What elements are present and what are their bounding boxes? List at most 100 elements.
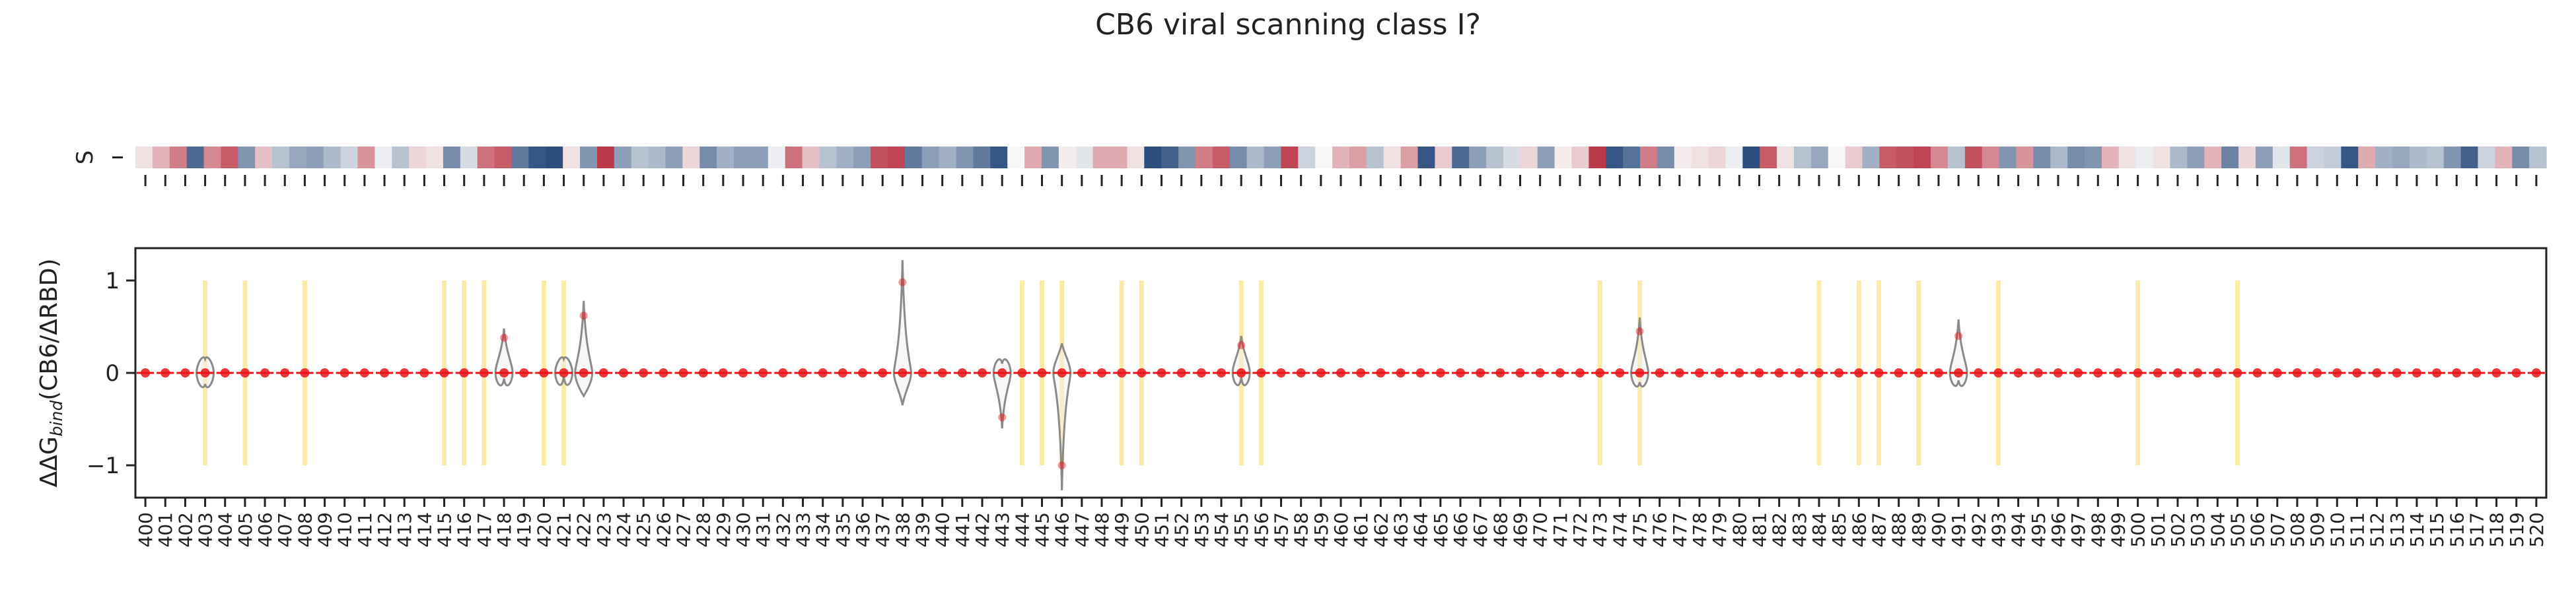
x-tick-label: 402: [174, 512, 196, 547]
heatmap-cell: [2135, 147, 2154, 168]
data-point: [2153, 368, 2163, 378]
data-point: [978, 368, 987, 378]
heatmap-y-axis: S: [72, 150, 123, 164]
data-point: [1356, 368, 1366, 378]
y-axis: 1 0 −1: [87, 268, 135, 479]
data-point: [240, 368, 250, 378]
data-point: [1974, 368, 1984, 378]
heatmap-cell: [1127, 147, 1145, 168]
x-tick-label: 483: [1789, 512, 1810, 547]
data-point: [698, 368, 708, 378]
x-tick-label: 429: [713, 512, 734, 547]
x-tick-label: 478: [1689, 512, 1711, 547]
x-tick-label: 516: [2446, 512, 2468, 547]
x-tick-label: 411: [354, 512, 376, 547]
heatmap-cell: [186, 147, 205, 168]
heatmap-cell: [904, 147, 923, 168]
y-label-sub: bind: [47, 401, 66, 437]
data-point: [2113, 368, 2123, 378]
x-tick-label: 435: [832, 512, 854, 547]
data-point: [2312, 368, 2322, 378]
data-point: [1694, 368, 1704, 378]
data-point: [1954, 368, 1964, 378]
data-point: [1037, 368, 1047, 378]
x-tick-label: 443: [991, 512, 1013, 547]
heatmap-cell: [699, 147, 717, 168]
data-point: [2233, 368, 2242, 378]
heatmap-cell: [1845, 147, 1863, 168]
heatmap-cell: [2118, 147, 2137, 168]
x-tick-label: 474: [1609, 512, 1631, 547]
data-points: [137, 278, 2545, 469]
x-tick-label: 512: [2367, 512, 2388, 547]
data-point: [220, 368, 230, 378]
heatmap-cell: [1366, 147, 1384, 168]
data-point: [1993, 368, 2003, 378]
data-point: [957, 368, 967, 378]
data-point: [878, 368, 888, 378]
data-point: [1376, 368, 1386, 378]
data-point: [1137, 368, 1147, 378]
data-point: [2073, 368, 2083, 378]
data-point: [1057, 368, 1067, 378]
heatmap-cell: [546, 147, 563, 168]
x-tick-label: 440: [932, 512, 954, 547]
data-point: [1077, 368, 1087, 378]
x-tick-label: 488: [1888, 512, 1910, 547]
data-point: [2511, 368, 2521, 378]
x-tick-label: 482: [1769, 512, 1791, 547]
heatmap-cell: [2460, 147, 2479, 168]
heatmap-cell: [665, 147, 683, 168]
x-tick-label: 518: [2486, 512, 2508, 547]
heatmap-cell: [2101, 147, 2120, 168]
data-point: [1296, 368, 1306, 378]
data-point: [838, 368, 847, 378]
outlier-point: [1237, 341, 1246, 349]
heatmap-cell: [2307, 147, 2325, 168]
outlier-point: [1954, 332, 1963, 340]
heatmap-cell: [1246, 147, 1265, 168]
data-point: [1196, 368, 1206, 378]
heatmap-cell: [1947, 147, 1966, 168]
violin-438: [892, 260, 912, 406]
x-tick-label: 520: [2526, 512, 2548, 547]
x-tick-label: 408: [294, 512, 316, 547]
data-point: [1774, 368, 1784, 378]
x-tick-label: 503: [2187, 512, 2209, 547]
heatmap-cell: [1793, 147, 1812, 168]
heatmap-cell: [648, 147, 666, 168]
y-tick-label: 0: [105, 360, 120, 387]
data-point: [937, 368, 947, 378]
heatmap-cell: [255, 147, 273, 168]
heatmap-cell: [2324, 147, 2342, 168]
x-tick-label: 515: [2426, 512, 2448, 547]
heatmap-cell: [1092, 147, 1111, 168]
data-point: [1236, 368, 1246, 378]
heatmap-cell: [1110, 147, 1128, 168]
x-tick-label: 492: [1968, 512, 1989, 547]
x-tick-label: 466: [1450, 512, 1472, 547]
x-tick-label: 445: [1032, 512, 1054, 547]
x-tick-label: 476: [1649, 512, 1671, 547]
data-point: [380, 368, 390, 378]
x-tick-label: 452: [1171, 512, 1193, 547]
data-point: [1535, 368, 1545, 378]
heatmap-cell: [1982, 147, 2000, 168]
heatmap-cell: [1879, 147, 1897, 168]
x-tick-label: 477: [1669, 512, 1691, 547]
x-tick-label: 498: [2087, 512, 2109, 547]
heatmap-cell: [1520, 147, 1538, 168]
heatmap-cell: [2426, 147, 2445, 168]
x-tick-label: 472: [1569, 512, 1591, 547]
x-tick-label: 510: [2326, 512, 2348, 547]
data-point: [1515, 368, 1525, 378]
x-tick-label: 406: [254, 512, 276, 547]
data-point: [2352, 368, 2362, 378]
heatmap-cell: [1810, 147, 1829, 168]
data-point: [2133, 368, 2143, 378]
data-point: [2033, 368, 2043, 378]
x-tick-label: 407: [274, 512, 296, 547]
x-tick-label: 473: [1589, 512, 1611, 547]
heatmap-cell: [1691, 147, 1709, 168]
x-tick-label: 481: [1748, 512, 1770, 547]
